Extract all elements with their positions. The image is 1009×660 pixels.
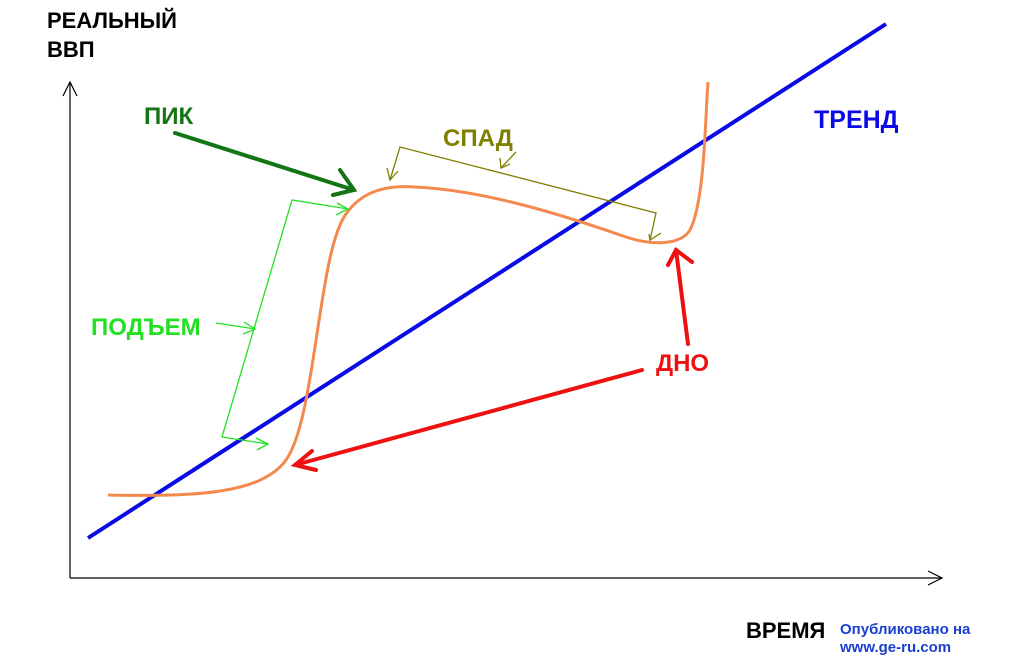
recession-label: СПАД	[443, 125, 513, 152]
arrowhead	[331, 168, 358, 197]
trend-line	[86, 22, 888, 540]
watermark: Опубликовано на	[840, 621, 971, 638]
recession-bracket	[386, 146, 662, 242]
x-axis-label: ВРЕМЯ	[746, 618, 825, 643]
y-axis-label: ВВП	[47, 37, 95, 62]
arrowhead	[499, 157, 511, 169]
peak-arrow	[173, 131, 358, 197]
pointer-line	[500, 151, 517, 169]
axes	[62, 80, 944, 586]
trough-label: ДНО	[656, 350, 709, 377]
arrow-line	[173, 131, 356, 192]
arrowhead	[648, 232, 662, 242]
arrow-line	[674, 248, 690, 346]
arrowhead	[386, 167, 399, 182]
arrowhead	[666, 247, 694, 267]
y-axis-label: РЕАЛЬНЫЙ	[47, 8, 177, 33]
arrowhead	[335, 202, 350, 216]
trend-label: ТРЕНД	[814, 106, 899, 134]
x-axis-arrow	[927, 570, 944, 586]
watermark: www.ge-ru.com	[839, 639, 951, 656]
bracket-line	[389, 146, 657, 241]
pointer-line	[215, 322, 256, 330]
arrow-line	[293, 368, 644, 467]
bracket-line	[221, 199, 349, 445]
expansion-bracket	[215, 199, 350, 451]
arrowhead	[242, 321, 257, 335]
trough-arrows	[290, 247, 694, 472]
peak-label: ПИК	[144, 103, 194, 130]
y-axis-arrow	[62, 80, 78, 97]
expansion-label: ПОДЪЕМ	[91, 314, 201, 341]
arrowhead	[290, 449, 318, 472]
arrowhead	[255, 437, 270, 451]
cycle-curve	[107, 81, 710, 497]
